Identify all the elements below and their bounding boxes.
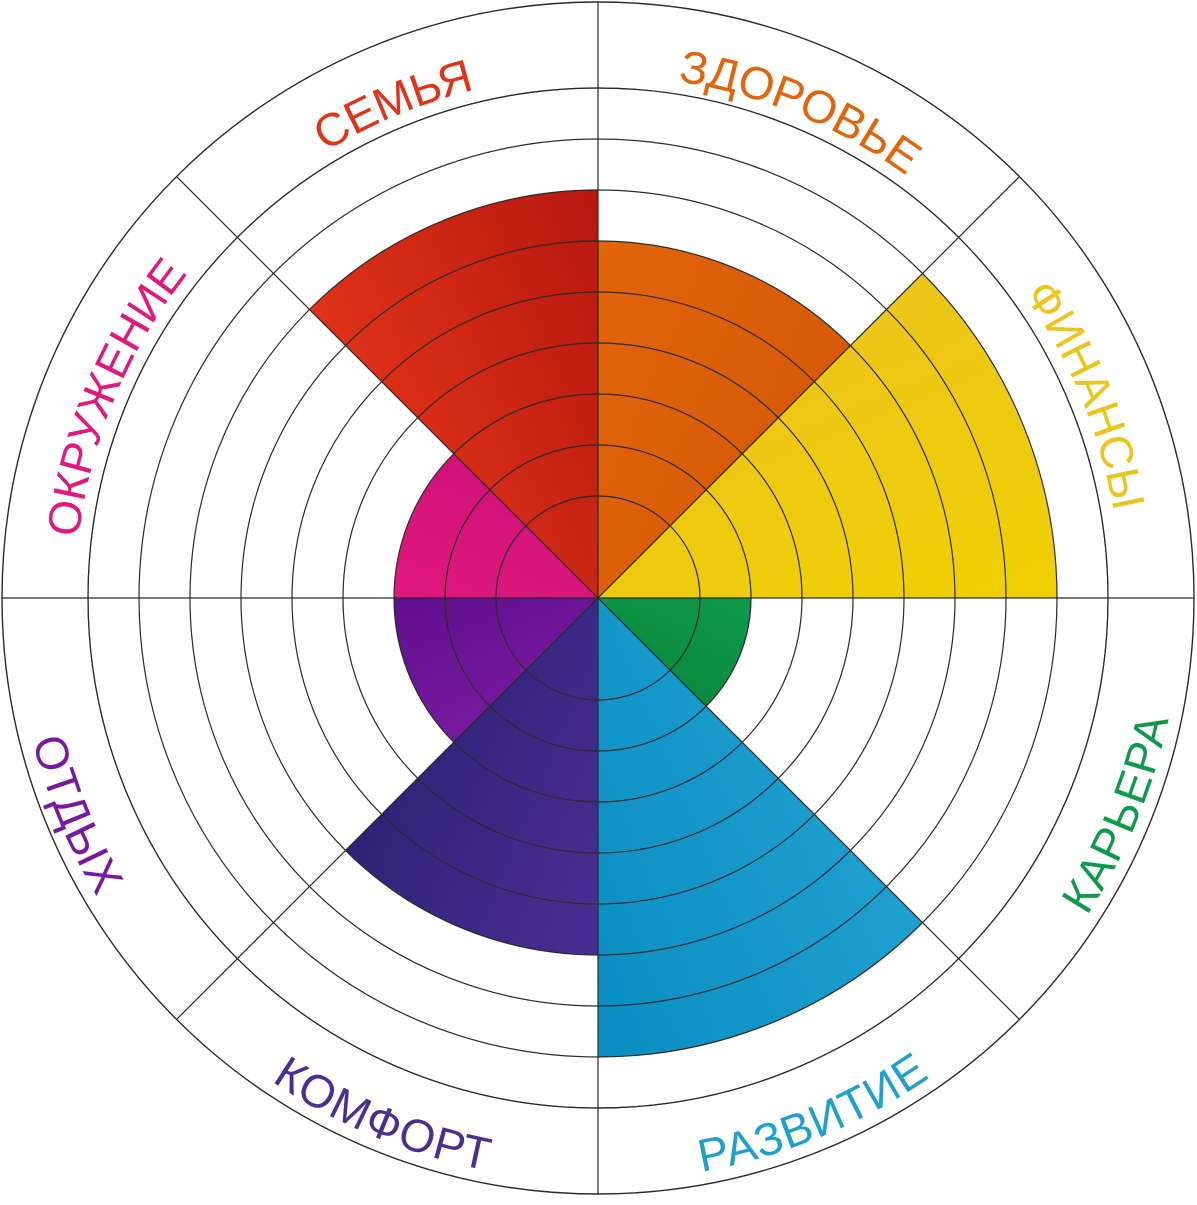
sector-label-7: ОКРУЖЕНИЕ [37, 248, 196, 539]
wedge-6 [394, 598, 598, 743]
wedge-3 [598, 598, 751, 707]
sector-label-5: КОМФОРТ [266, 1046, 496, 1181]
wedge-1 [598, 241, 851, 598]
wedge-2 [598, 273, 1057, 598]
sector-label-6: ОТДЫХ [23, 729, 134, 902]
sector-label-1: ЗДОРОВЬЕ [676, 40, 931, 185]
wedge-layer [309, 190, 1057, 1057]
wedge-8 [309, 190, 598, 598]
spoke-2 [597, 176, 1020, 599]
wedge-5 [345, 598, 598, 955]
spoke-4 [597, 597, 1020, 1020]
spoke-8 [176, 176, 599, 599]
spoke-6 [176, 597, 599, 1020]
wedge-4 [598, 598, 923, 1057]
sector-label-3: КАРЬЕРА [1051, 709, 1178, 921]
wedge-7 [394, 453, 598, 598]
